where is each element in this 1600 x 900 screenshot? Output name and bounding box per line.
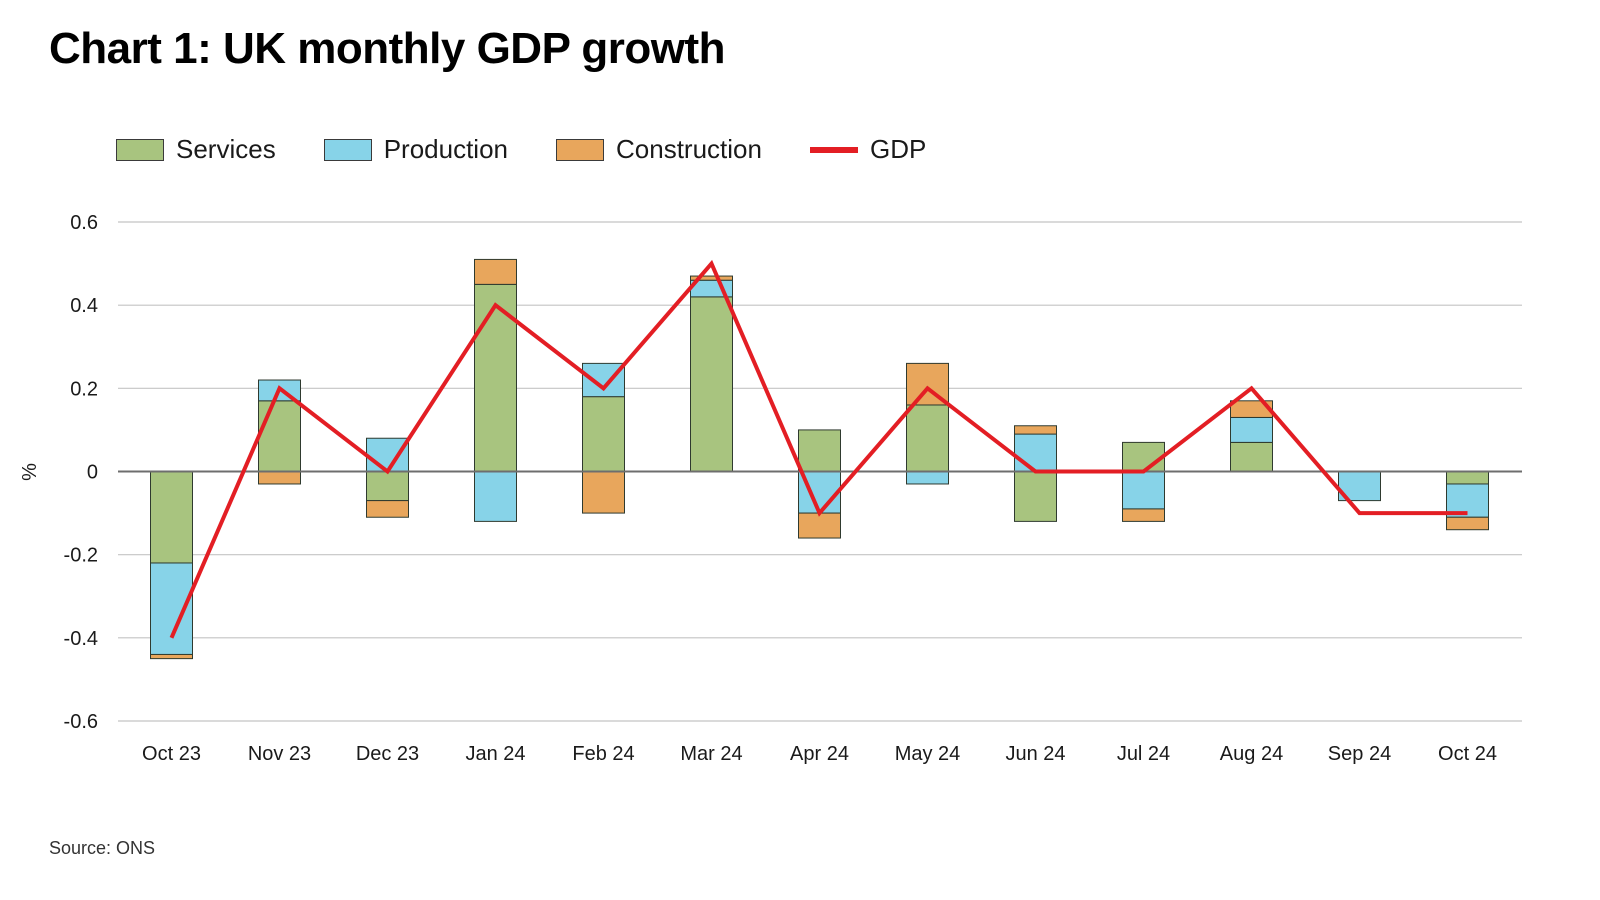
bar-services-feb-24	[582, 396, 625, 472]
legend-label-construction: Construction	[616, 134, 762, 164]
legend-item-services: Services	[116, 134, 276, 165]
legend: Services Production Construction GDP	[116, 134, 974, 165]
y-tick-label: -0.4	[64, 628, 98, 650]
bar-services-aug-24	[1230, 441, 1273, 472]
bar-construction-feb-24	[582, 471, 625, 514]
x-tick-label: Nov 23	[248, 743, 311, 765]
bar-construction-nov-23	[258, 471, 301, 485]
bar-production-jan-24	[474, 471, 517, 522]
bar-services-oct-23	[150, 471, 193, 564]
gridlines	[118, 221, 1522, 722]
x-tick-label: Apr 24	[790, 743, 849, 765]
bar-production-jun-24	[1014, 433, 1057, 473]
legend-swatch-construction	[556, 138, 605, 161]
bar-services-jan-24	[474, 283, 517, 472]
bar-construction-oct-24	[1446, 516, 1489, 531]
bars	[150, 258, 1489, 660]
bar-construction-jul-24	[1122, 508, 1165, 522]
y-tick-label: 0	[87, 462, 98, 484]
bar-construction-apr-24	[798, 512, 841, 539]
y-tick-label: -0.2	[64, 545, 98, 567]
x-tick-label: Oct 23	[142, 743, 201, 765]
source-note: Source: ONS	[49, 838, 156, 858]
legend-item-production: Production	[323, 134, 509, 165]
x-tick-label: May 24	[895, 743, 961, 765]
bar-construction-dec-23	[366, 500, 409, 518]
bar-construction-jun-24	[1014, 425, 1057, 435]
bar-services-jul-24	[1122, 441, 1165, 472]
bar-production-dec-23	[366, 437, 409, 473]
legend-swatch-services	[116, 138, 164, 161]
bar-construction-jan-24	[474, 258, 517, 285]
legend-line-gdp	[809, 146, 858, 153]
x-tick-label: Oct 24	[1438, 743, 1497, 765]
legend-item-construction: Construction	[556, 134, 762, 165]
bar-services-oct-24	[1446, 471, 1489, 485]
bar-services-mar-24	[690, 296, 733, 472]
y-axis-ticks: 0.6 0.4 0.2 0 -0.2 -0.4 -0.6	[64, 212, 98, 733]
legend-swatch-production	[323, 138, 372, 161]
y-tick-label: 0.6	[70, 212, 98, 234]
legend-item-gdp: GDP	[809, 134, 927, 165]
bar-construction-mar-24	[690, 275, 733, 281]
legend-label-gdp: GDP	[869, 134, 927, 164]
x-tick-label: Jul 24	[1117, 743, 1170, 765]
y-tick-label: -0.6	[64, 711, 98, 733]
x-tick-label: Jan 24	[465, 743, 525, 765]
chart-title: Chart 1: UK monthly GDP growth	[49, 24, 725, 73]
bar-construction-aug-24	[1230, 400, 1273, 418]
bar-production-aug-24	[1230, 416, 1273, 443]
bar-services-nov-23	[258, 400, 301, 472]
y-axis-title: %	[19, 463, 41, 481]
x-axis-labels: Oct 23 Nov 23 Dec 23 Jan 24 Feb 24 Mar 24 Apr …	[142, 743, 1497, 765]
x-tick-label: Feb 24	[572, 743, 634, 765]
bar-production-may-24	[906, 471, 949, 485]
bar-services-apr-24	[798, 429, 841, 472]
x-tick-label: Mar 24	[680, 743, 742, 765]
bar-services-dec-23	[366, 471, 409, 502]
bar-production-jul-24	[1122, 471, 1165, 510]
gdp-line-group	[169, 259, 1468, 639]
bar-services-may-24	[906, 404, 949, 473]
y-tick-label: 0.2	[70, 378, 98, 400]
bar-services-jun-24	[1014, 471, 1057, 522]
x-tick-label: Sep 24	[1328, 743, 1391, 765]
legend-label-services: Services	[176, 134, 276, 164]
x-tick-label: Dec 23	[356, 743, 419, 765]
x-tick-label: Aug 24	[1220, 743, 1283, 765]
legend-label-production: Production	[383, 134, 509, 164]
x-tick-label: Jun 24	[1005, 743, 1065, 765]
bar-construction-oct-23	[150, 653, 193, 660]
y-tick-label: 0.4	[70, 295, 98, 317]
